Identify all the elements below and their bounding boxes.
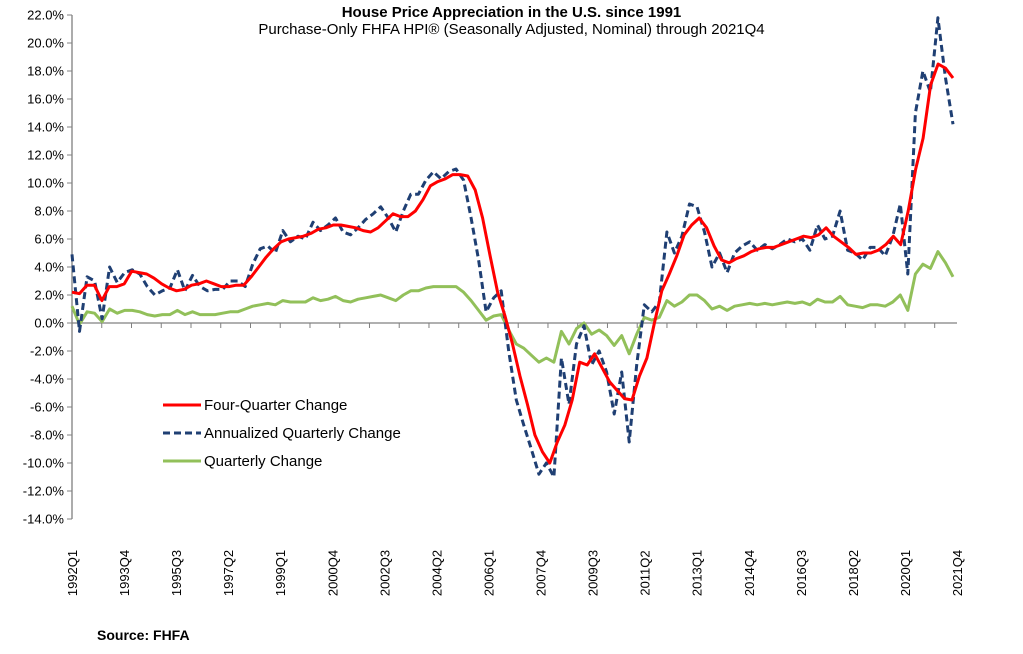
quarterly-change-line [70, 250, 955, 364]
x-tick-label: 1995Q3 [169, 550, 184, 596]
y-tick-label: -10.0% [23, 456, 65, 471]
x-tick-label: 2014Q4 [742, 550, 757, 596]
y-tick-label: -12.0% [23, 484, 65, 499]
y-tick-label: -2.0% [30, 344, 64, 359]
y-tick-label: -6.0% [30, 400, 64, 415]
x-tick-label: 2002Q3 [377, 550, 392, 596]
y-tick-label: 10.0% [27, 176, 64, 191]
y-tick-label: 22.0% [27, 8, 64, 23]
x-tick-label: 1999Q1 [273, 550, 288, 596]
y-tick-label: -14.0% [23, 512, 65, 527]
legend: Four-Quarter Change Annualized Quarterly … [163, 397, 401, 470]
y-tick-label: -4.0% [30, 372, 64, 387]
x-tick-label: 1993Q4 [117, 550, 132, 596]
legend-label: Quarterly Change [204, 453, 322, 470]
x-tick-label: 2007Q4 [534, 550, 549, 596]
y-tick-label: 18.0% [27, 64, 64, 79]
legend-label: Annualized Quarterly Change [204, 425, 401, 442]
y-tick-label: 14.0% [27, 120, 64, 135]
chart-subtitle: Purchase-Only FHFA HPI® (Seasonally Adju… [258, 21, 765, 38]
x-tick-label: 2004Q2 [429, 550, 444, 596]
y-tick-label: 12.0% [27, 148, 64, 163]
y-tick-label: 4.0% [34, 260, 64, 275]
x-tick-label: 2009Q3 [586, 550, 601, 596]
x-tick-label: 2020Q1 [898, 550, 913, 596]
y-tick-label: 0.0% [34, 316, 64, 331]
x-tick-label: 2018Q2 [846, 550, 861, 596]
x-tick-label: 2006Q1 [481, 550, 496, 596]
legend-label: Four-Quarter Change [204, 397, 347, 414]
y-tick-label: 8.0% [34, 204, 64, 219]
y-tick-label: 2.0% [34, 288, 64, 303]
chart-title: House Price Appreciation in the U.S. sin… [341, 4, 682, 21]
series-group [70, 16, 955, 479]
axes: 22.0% 20.0% 18.0% 16.0% 14.0% 12.0% 10.0% 8.0% 6… [23, 8, 965, 597]
x-tick-label: 1997Q2 [221, 550, 236, 596]
x-tick-label: 2000Q4 [325, 550, 340, 596]
x-tick-label: 1992Q1 [65, 550, 80, 596]
x-tick-label: 2013Q1 [690, 550, 705, 596]
y-tick-label: 6.0% [34, 232, 64, 247]
annualized-quarterly-change-line [70, 16, 955, 479]
four-quarter-change-line [71, 62, 955, 465]
x-tick-label: 2011Q2 [638, 550, 653, 595]
x-tick-label: 2016Q3 [794, 550, 809, 596]
y-tick-label: 16.0% [27, 92, 64, 107]
x-tick-label: 2021Q4 [950, 550, 965, 596]
source-note: Source: FHFA [97, 627, 190, 643]
y-tick-label: -8.0% [30, 428, 64, 443]
y-tick-label: 20.0% [27, 36, 64, 51]
